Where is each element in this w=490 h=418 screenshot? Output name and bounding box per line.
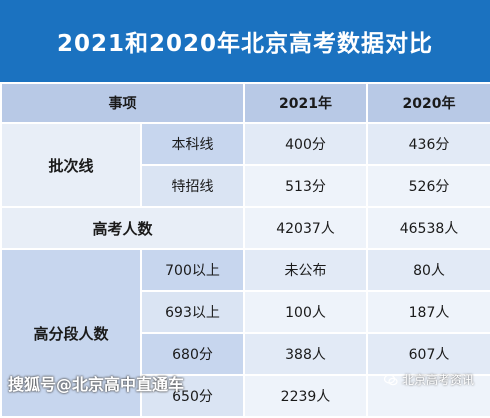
row-label: 680分 — [140, 332, 245, 376]
watermark-wechat: 北京高考资讯 — [384, 371, 474, 388]
comparison-table: 事项 2021年 2020年 批次线 本科线 400分 436分 特招线 513… — [0, 82, 490, 418]
wechat-icon — [384, 373, 398, 385]
cell-2021: 388人 — [243, 332, 368, 376]
cell-2021: 400分 — [243, 122, 368, 166]
header-2021: 2021年 — [243, 82, 368, 124]
cell-2021: 42037人 — [243, 206, 368, 250]
table-row: 680分 388人 607人 — [1, 332, 490, 376]
cell-2020: 46538人 — [366, 206, 490, 250]
table-row: 693以上 100人 187人 — [1, 290, 490, 334]
cell-2020: 80人 — [366, 248, 490, 292]
cell-2021: 513分 — [243, 164, 368, 208]
watermark-wechat-label: 北京高考资讯 — [402, 373, 475, 387]
row-label: 特招线 — [140, 164, 245, 208]
row-label: 693以上 — [140, 290, 245, 334]
table-row: 高考人数 42037人 46538人 — [0, 206, 490, 250]
watermark-sohu: 搜狐号@北京高中直通车 — [8, 375, 185, 394]
cell-2021: 100人 — [243, 290, 368, 334]
table-row: 高分段人数 700以上 未公布 80人 — [0, 248, 490, 418]
cell-2020: 607人 — [366, 332, 490, 376]
batch-line-label: 批次线 — [0, 122, 142, 208]
row-label: 本科线 — [140, 122, 245, 166]
cell-2020: 436分 — [366, 122, 490, 166]
header-row: 事项 2021年 2020年 — [0, 82, 490, 124]
header-item: 事项 — [0, 82, 245, 124]
applicants-label: 高考人数 — [0, 206, 245, 250]
cell-2020: 187人 — [366, 290, 490, 334]
table-title: 2021和2020年北京高考数据对比 — [0, 0, 490, 82]
row-label: 700以上 — [140, 248, 245, 292]
cell-2021: 2239人 — [243, 374, 368, 418]
header-2020: 2020年 — [366, 82, 490, 124]
table-row: 特招线 513分 526分 — [1, 164, 490, 208]
table-row: 批次线 本科线 400分 436分 — [0, 122, 490, 208]
high-score-label: 高分段人数 — [0, 248, 142, 418]
cell-2020: 526分 — [366, 164, 490, 208]
cell-2021: 未公布 — [243, 248, 368, 292]
